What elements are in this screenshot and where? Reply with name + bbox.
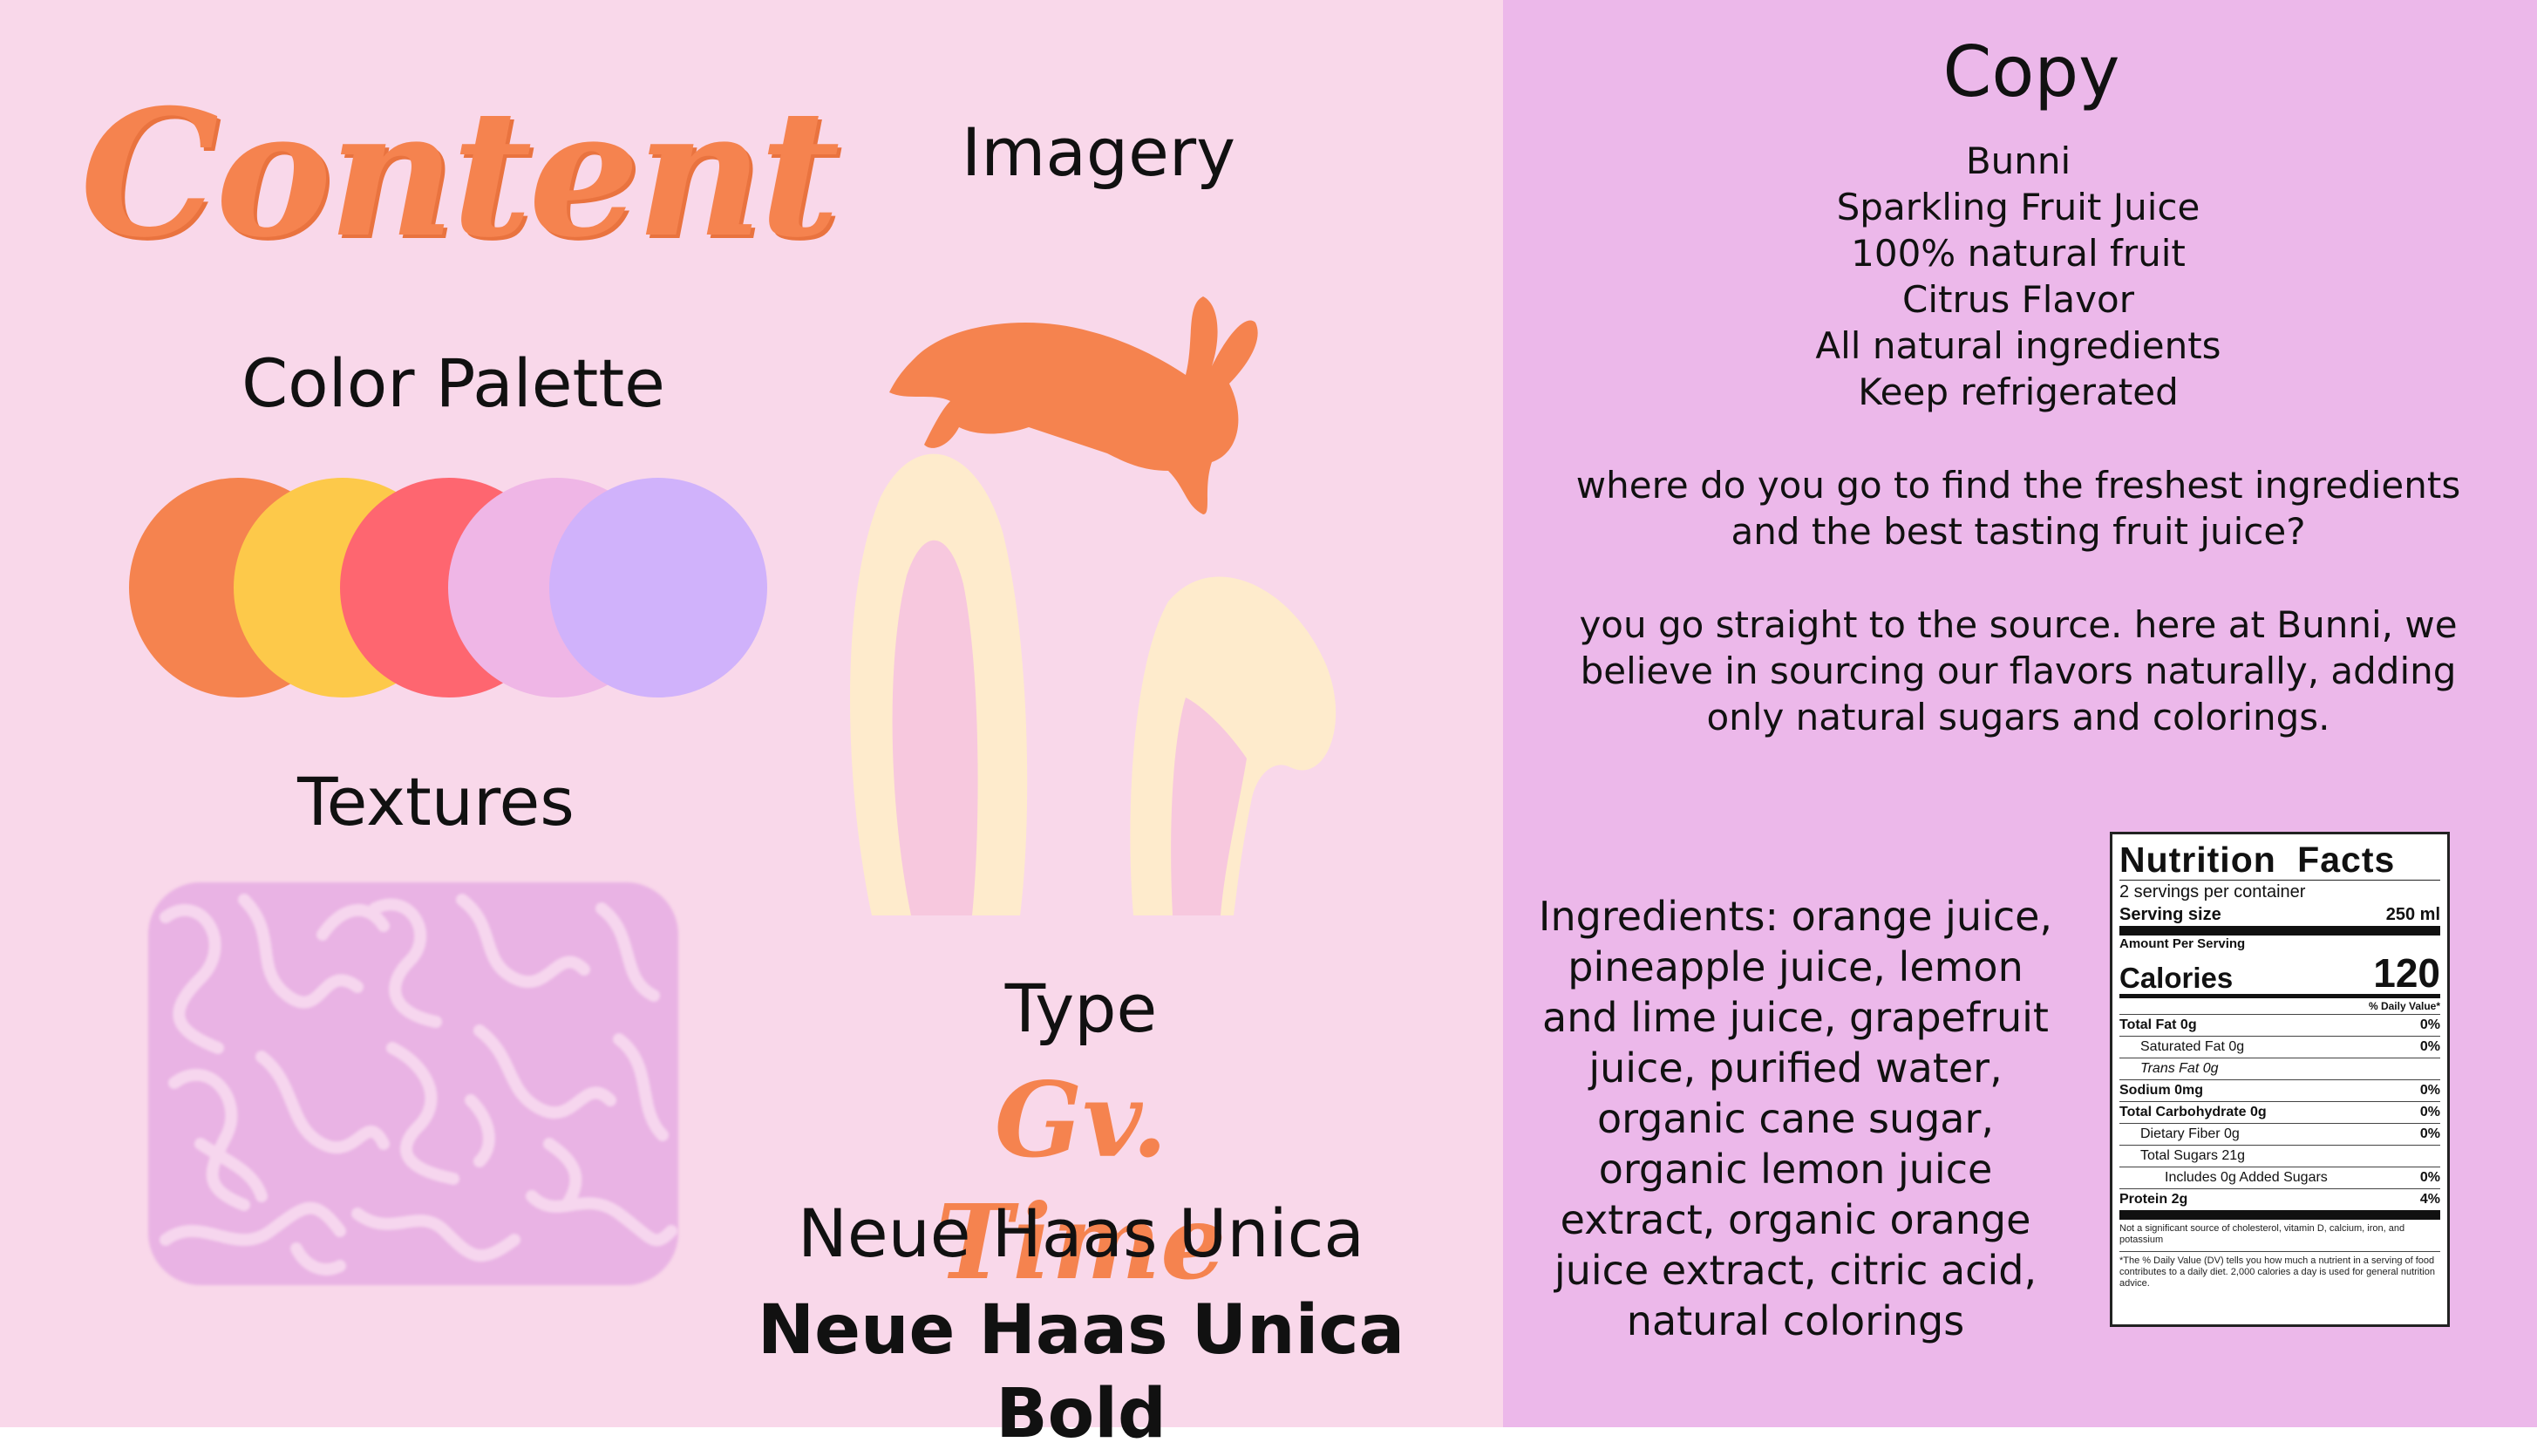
copy-line-refrigerate: Keep refrigerated [1858,371,2179,413]
nutrient-row: Saturated Fat 0g 0% [2119,1036,2440,1058]
nutrition-footnote-1: Not a significant source of cholesterol,… [2119,1223,2405,1245]
calories-row: Calories 120 [2119,952,2440,994]
color-palette-title: Color Palette [241,344,665,422]
texture-sample [148,882,678,1285]
nutrient-label: Sodium 0mg [2119,1083,2204,1098]
nutrient-row: Sodium 0mg 0% [2119,1079,2440,1101]
nutrient-value: 0% [2419,1126,2440,1141]
type-regular-sample: Neue Haas Unica [797,1194,1364,1272]
copy-line-product: Sparkling Fruit Juice [1836,186,2200,228]
copy-paragraph-2: you go straight to the source. here at B… [1579,603,2458,738]
copy-line-ingredients: All natural ingredients [1815,324,2221,367]
swatch-lavender [549,478,767,697]
nutrient-label: Includes 0g Added Sugars [2165,1170,2328,1185]
nutrient-value: 0% [2419,1083,2440,1098]
nutrient-row: Trans Fat 0g [2119,1058,2440,1079]
type-script-sample: Gv. Time [935,1059,1227,1303]
serving-size-label: Serving size [2119,905,2221,924]
serving-size-value: 250 ml [2385,905,2440,924]
calories-label: Calories [2119,962,2234,994]
copy-line-flavor: Citrus Flavor [1902,278,2134,321]
nutrition-footnote-2: *The % Daily Value (DV) tells you how mu… [2119,1251,2440,1289]
nutrient-row: Total Carbohydrate 0g 0% [2119,1101,2440,1123]
copy-lines: Bunni Sparkling Fruit Juice 100% natural… [1683,138,2354,415]
copy-line-natural: 100% natural fruit [1851,232,2186,275]
ingredients-list: Ingredients: orange juice, pineapple jui… [1538,893,2053,1344]
nutrient-label: Saturated Fat 0g [2140,1039,2245,1054]
type-bold-sample: Neue Haas Unica Bold [757,1291,1405,1453]
amount-per-serving: Amount Per Serving [2119,936,2246,951]
daily-value-header: % Daily Value* [2368,1000,2440,1012]
content-logo: Content [80,71,840,276]
color-swatches [129,478,774,704]
nutrition-title: Nutrition Facts [2119,840,2396,880]
nutrient-value: 0% [2419,1105,2440,1119]
jumping-rabbit-icon [889,296,1258,514]
imagery-title: Imagery [961,113,1236,191]
nutrient-label: Total Fat 0g [2119,1017,2197,1032]
nutrition-facts-label: Nutrition Facts 2 servings per container… [2110,832,2450,1327]
bunny-ears-icon [850,453,1337,915]
nutrient-label: Protein 2g [2119,1192,2188,1207]
textures-title: Textures [297,763,575,840]
nutrient-value: 4% [2419,1192,2440,1207]
copy-title: Copy [1942,31,2120,112]
copy-line-brand: Bunni [1965,139,2071,182]
nutrient-value: 0% [2419,1017,2440,1032]
nutrient-row: Total Sugars 21g [2119,1145,2440,1167]
nutrient-value: 0% [2419,1170,2440,1185]
nutrient-label: Dietary Fiber 0g [2140,1126,2240,1141]
servings-per-container: 2 servings per container [2119,882,2306,901]
nutrient-row: Includes 0g Added Sugars 0% [2119,1167,2440,1188]
copy-paragraph-1: where do you go to find the freshest ing… [1575,464,2461,553]
type-title: Type [1004,970,1158,1047]
nutrient-label: Total Sugars 21g [2140,1148,2246,1163]
content-panel: Content Color Palette Textures [0,0,1503,1453]
bunny-illustration [837,270,1395,924]
nutrient-row: Total Fat 0g 0% [2119,1014,2440,1036]
nutrient-label: Trans Fat 0g [2140,1061,2219,1076]
nutrient-row: Dietary Fiber 0g 0% [2119,1123,2440,1145]
serving-size-row: Serving size 250 ml [2119,903,2440,926]
nutrient-row: Protein 2g 4% [2119,1188,2440,1210]
nutrient-value: 0% [2419,1039,2440,1054]
nutrient-label: Total Carbohydrate 0g [2119,1105,2267,1119]
calories-value: 120 [2373,950,2440,996]
